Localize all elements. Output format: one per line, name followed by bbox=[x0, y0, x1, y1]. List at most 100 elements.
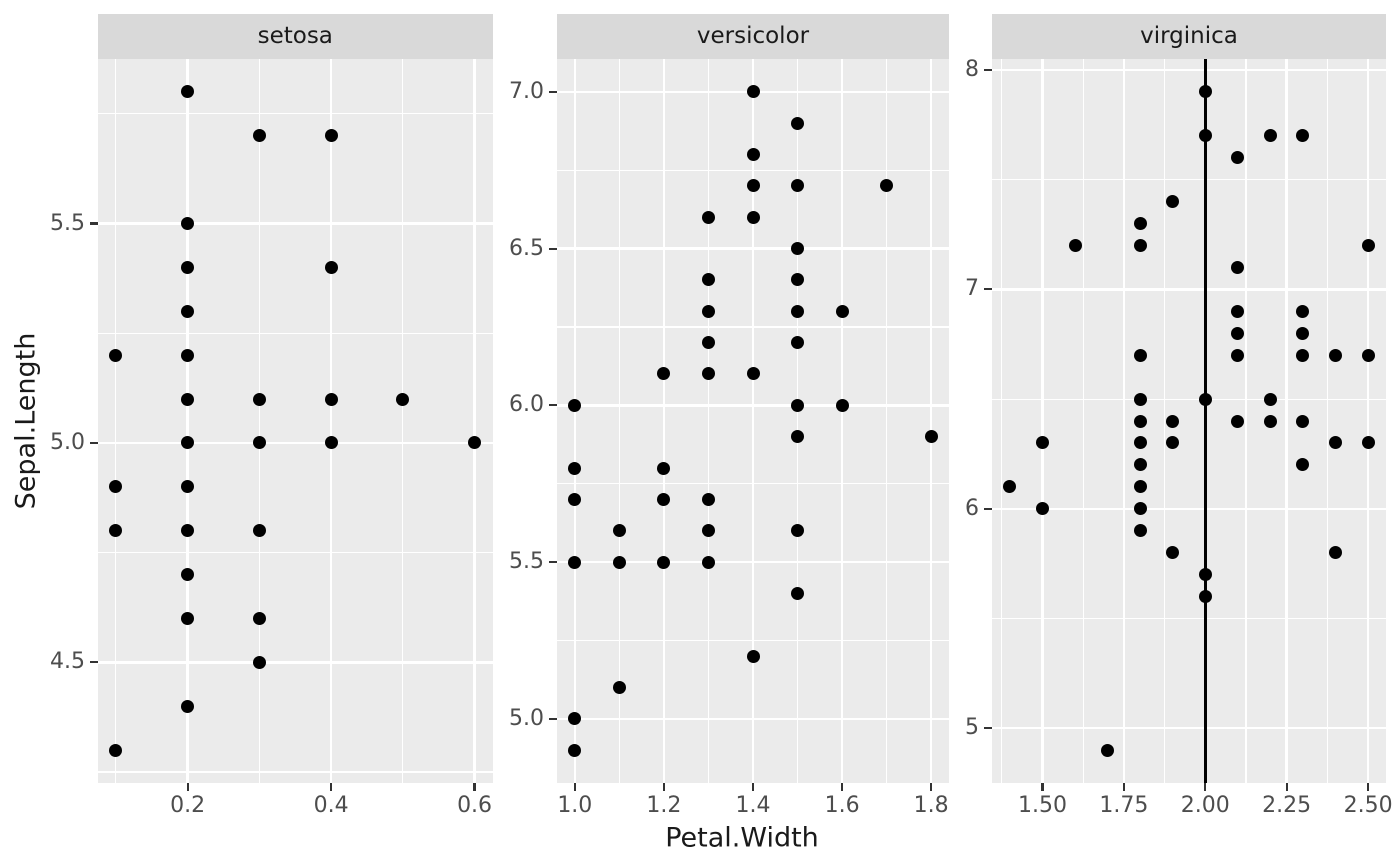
gridline-minor-x bbox=[1082, 59, 1084, 783]
data-point bbox=[924, 430, 938, 444]
gridline-minor-x bbox=[1245, 59, 1247, 783]
data-point bbox=[568, 461, 582, 475]
x-tick-label: 1.75 bbox=[1099, 793, 1149, 818]
facet-label: setosa bbox=[257, 23, 333, 49]
gridline-minor-x bbox=[115, 59, 117, 783]
data-point bbox=[181, 436, 195, 450]
data-point bbox=[1329, 348, 1343, 362]
facet-strip-versicolor: versicolor bbox=[557, 14, 949, 59]
facet-panel-virginica bbox=[992, 59, 1386, 783]
x-tick bbox=[1285, 783, 1288, 791]
data-point bbox=[181, 260, 195, 274]
gridline-major-y bbox=[992, 507, 1386, 510]
data-point bbox=[1133, 436, 1147, 450]
data-point bbox=[1003, 480, 1017, 494]
data-point bbox=[1166, 436, 1180, 450]
x-tick-label: 2.00 bbox=[1180, 793, 1230, 818]
data-point bbox=[612, 555, 626, 569]
gridline-major-y bbox=[557, 247, 949, 250]
data-point bbox=[181, 304, 195, 318]
data-point bbox=[252, 524, 266, 538]
gridline-major-x bbox=[662, 59, 666, 783]
data-point bbox=[181, 348, 195, 362]
data-point bbox=[791, 398, 805, 412]
y-tick-label: 5.5 bbox=[509, 549, 544, 575]
x-tick-label: 1.6 bbox=[824, 793, 860, 818]
data-point bbox=[701, 555, 715, 569]
facet-panel-versicolor bbox=[557, 59, 949, 783]
data-point bbox=[1198, 85, 1212, 99]
x-tick bbox=[930, 783, 933, 791]
data-point bbox=[1133, 217, 1147, 231]
x-axis-title: Petal.Width bbox=[665, 822, 819, 854]
data-point bbox=[1133, 458, 1147, 472]
y-tick-label: 7 bbox=[965, 276, 979, 302]
data-point bbox=[657, 492, 671, 506]
data-point bbox=[1166, 546, 1180, 560]
data-point bbox=[1231, 326, 1245, 340]
data-point bbox=[1296, 458, 1310, 472]
gridline-minor-x bbox=[707, 59, 709, 783]
data-point bbox=[1263, 392, 1277, 406]
y-tick bbox=[549, 404, 557, 407]
data-point bbox=[835, 398, 849, 412]
y-tick-label: 5.0 bbox=[509, 705, 544, 731]
data-point bbox=[1231, 304, 1245, 318]
data-point bbox=[324, 260, 338, 274]
gridline-minor-y bbox=[992, 179, 1386, 181]
gridline-major-y bbox=[98, 222, 493, 225]
data-point bbox=[1166, 414, 1180, 428]
data-point bbox=[746, 210, 760, 224]
gridline-major-x bbox=[473, 59, 476, 783]
gridline-minor-x bbox=[1001, 59, 1003, 783]
data-point bbox=[252, 655, 266, 669]
gridline-minor-y bbox=[992, 398, 1386, 400]
data-point bbox=[1361, 348, 1375, 362]
data-point bbox=[181, 699, 195, 713]
data-point bbox=[791, 430, 805, 444]
data-point bbox=[1263, 129, 1277, 143]
data-point bbox=[468, 436, 482, 450]
y-tick bbox=[90, 441, 98, 445]
data-point bbox=[791, 116, 805, 130]
data-point bbox=[252, 436, 266, 450]
x-tick bbox=[330, 783, 333, 791]
data-point bbox=[612, 680, 626, 694]
data-point bbox=[791, 242, 805, 256]
gridline-minor-x bbox=[402, 59, 404, 783]
gridline-minor-y bbox=[992, 617, 1386, 619]
gridline-major-y bbox=[992, 726, 1386, 730]
data-point bbox=[181, 524, 195, 538]
gridline-major-y bbox=[992, 288, 1386, 291]
data-point bbox=[109, 743, 123, 757]
gridline-minor-y bbox=[98, 332, 493, 334]
data-point bbox=[324, 392, 338, 406]
data-point bbox=[1263, 414, 1277, 428]
gridline-minor-x bbox=[796, 59, 799, 783]
x-tick bbox=[186, 783, 189, 791]
gridline-minor-x bbox=[618, 59, 620, 783]
x-tick-label: 1.4 bbox=[735, 793, 771, 818]
data-point bbox=[252, 129, 266, 143]
data-point bbox=[181, 480, 195, 494]
data-point bbox=[568, 555, 582, 569]
y-tick bbox=[549, 247, 557, 250]
data-point bbox=[1133, 392, 1147, 406]
data-point bbox=[1329, 436, 1343, 450]
data-point bbox=[181, 85, 195, 99]
data-point bbox=[746, 85, 760, 99]
x-tick-label: 0.4 bbox=[313, 793, 349, 818]
y-tick bbox=[549, 90, 557, 93]
data-point bbox=[1296, 348, 1310, 362]
data-point bbox=[1101, 743, 1115, 757]
y-tick bbox=[984, 288, 992, 291]
data-point bbox=[701, 210, 715, 224]
x-tick bbox=[1204, 783, 1207, 791]
data-point bbox=[109, 348, 123, 362]
x-tick-label: 2.25 bbox=[1262, 793, 1312, 818]
data-point bbox=[701, 367, 715, 381]
gridline-minor-x bbox=[886, 59, 888, 783]
x-tick bbox=[573, 783, 576, 791]
data-point bbox=[657, 555, 671, 569]
